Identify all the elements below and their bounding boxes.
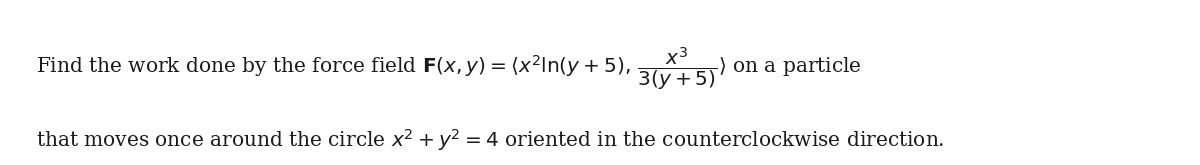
Text: Find the work done by the force field $\mathbf{F}(x, y) = \langle x^2 \ln(y + 5): Find the work done by the force field $\…	[36, 46, 862, 93]
Text: that moves once around the circle $x^2 + y^2 = 4$ oriented in the counterclockwi: that moves once around the circle $x^2 +…	[36, 127, 944, 153]
